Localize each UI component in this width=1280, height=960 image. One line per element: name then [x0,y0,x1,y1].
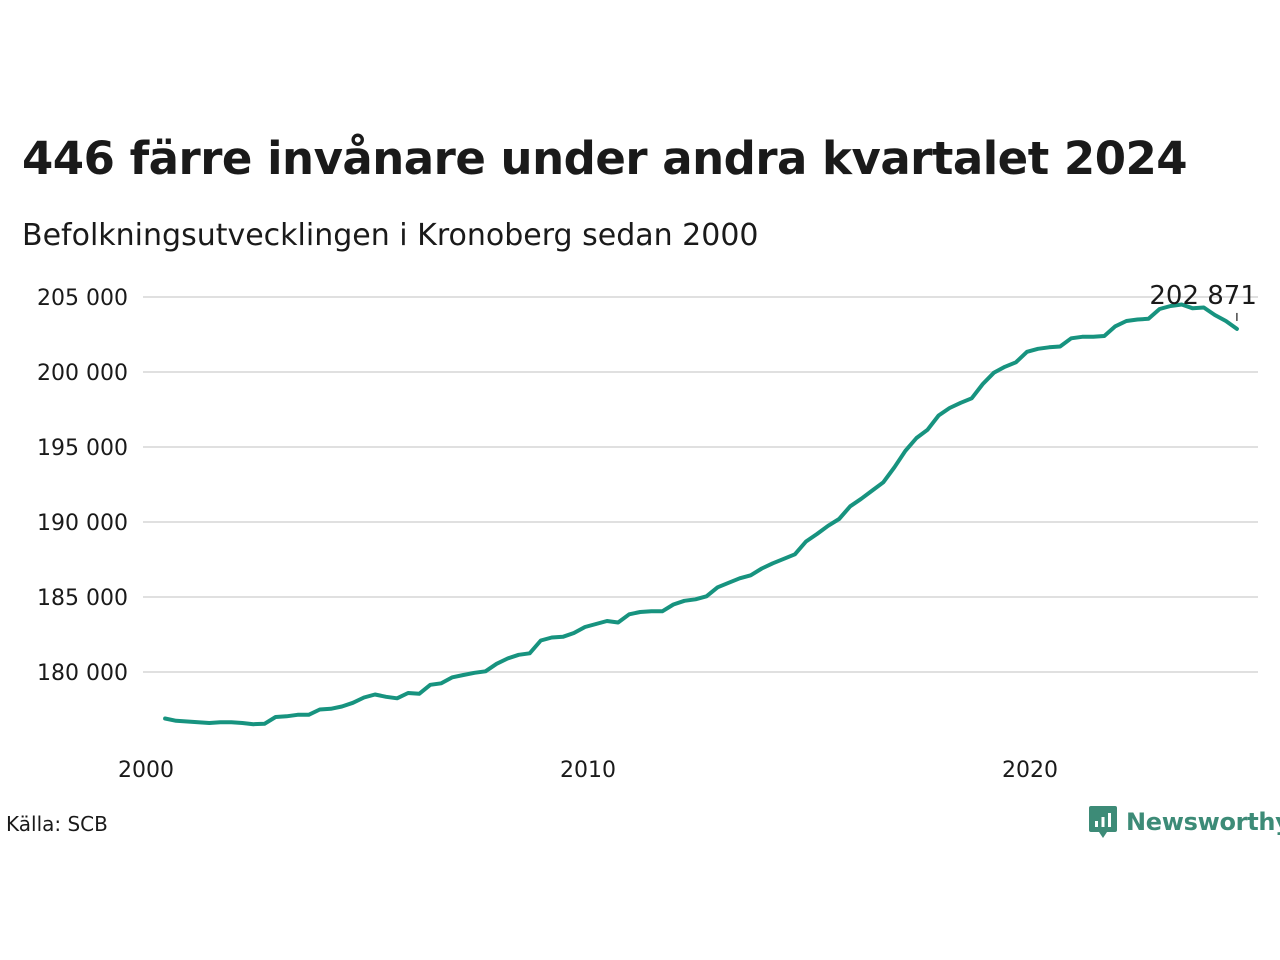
brand-name: Newsworthy [1126,808,1280,836]
chart-subtitle: Befolkningsutvecklingen i Kronoberg seda… [22,218,759,253]
x-axis-ticks: 2000 2010 2020 [118,758,1058,783]
x-tick-label: 2000 [118,758,174,783]
chart-title: 446 färre invånare under andra kvartalet… [22,132,1188,185]
x-tick-label: 2020 [1002,758,1058,783]
y-tick-label: 195 000 [37,436,128,461]
y-tick-label: 200 000 [37,361,128,386]
last-value-label: 202 871 [1149,281,1257,311]
gridlines [143,296,1258,673]
x-tick-label: 2010 [560,758,616,783]
y-tick-label: 190 000 [37,511,128,536]
population-line [163,302,1239,727]
y-axis-ticks: 180 000 185 000 190 000 195 000 200 000 205 0… [37,286,128,686]
line-chart: 180 000 185 000 190 000 195 000 200 000 205 0… [37,281,1258,783]
y-tick-label: 180 000 [37,661,128,686]
brand-logo: Newsworthy [1088,804,1280,840]
y-tick-label: 205 000 [37,286,128,311]
newsworthy-logo-icon [1089,806,1117,838]
y-tick-label: 185 000 [37,586,128,611]
source-note: Källa: SCB [6,812,108,836]
